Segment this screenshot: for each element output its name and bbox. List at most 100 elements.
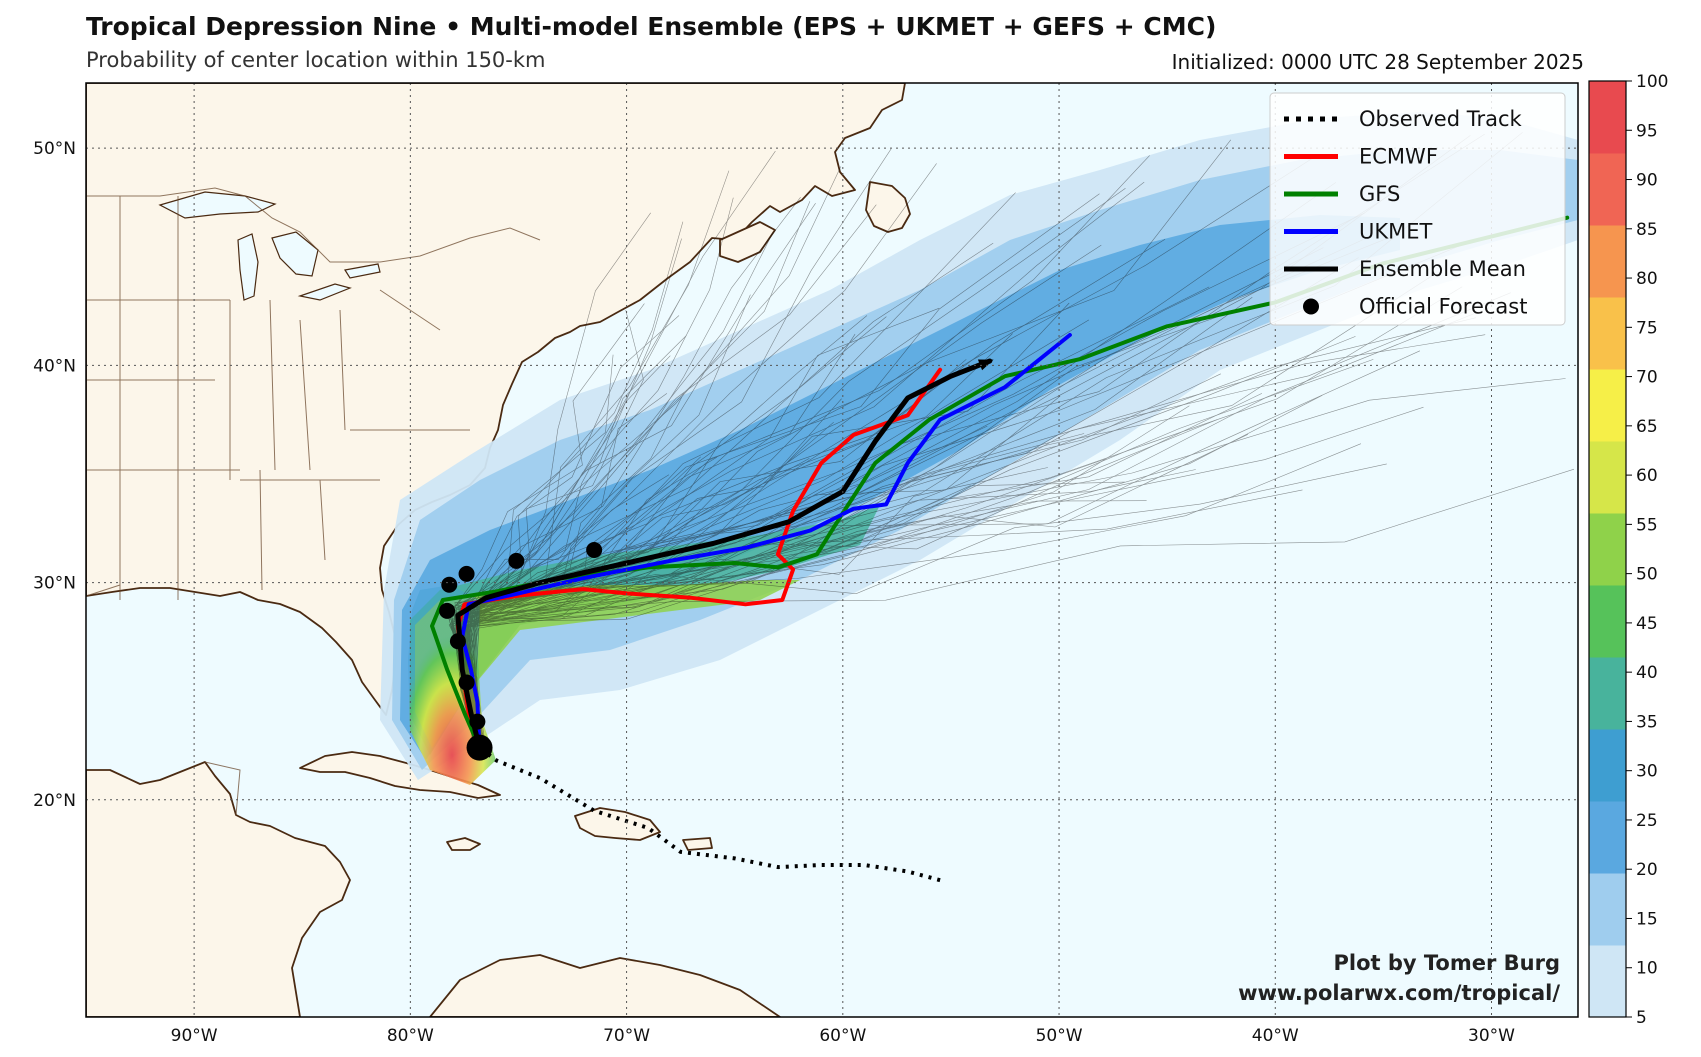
- colorbar-band: [1589, 153, 1626, 226]
- lake-ontario: [344, 263, 381, 279]
- lake-michigan: [237, 233, 259, 301]
- canada-us-border: [86, 187, 541, 263]
- lat-tick-label: 30°N: [33, 574, 76, 594]
- lake-superior: [158, 191, 277, 219]
- nova-scotia-land: [719, 221, 776, 263]
- colorbar-tick-label: 20: [1636, 860, 1658, 880]
- legend-entry: Official Forecast: [1303, 295, 1527, 319]
- colorbar-tick-label: 90: [1636, 171, 1658, 191]
- official-forecast-point: [586, 542, 603, 558]
- legend-label: GFS: [1359, 182, 1400, 206]
- colorbar-tick-label: 65: [1636, 417, 1658, 437]
- legend-label: Ensemble Mean: [1359, 257, 1526, 281]
- ensemble-member-track: [466, 405, 1190, 748]
- ensemble-mean-track-line: [455, 358, 993, 751]
- legend-entry: Ensemble Mean: [1284, 257, 1526, 281]
- cone-45pct: [415, 580, 800, 748]
- legend-label: Observed Track: [1359, 107, 1522, 131]
- state-borders: [86, 187, 541, 816]
- lon-tick-label: 40°W: [1252, 1026, 1299, 1046]
- colorbar-tick-label: 70: [1636, 368, 1658, 388]
- ensemble-member-track: [473, 150, 776, 748]
- official-forecast-point: [466, 734, 493, 761]
- lat-tick-label: 40°N: [33, 356, 76, 376]
- observed-track-line: [478, 746, 941, 883]
- ensemble-member-track: [469, 181, 1145, 748]
- lon-tick-label: 30°W: [1468, 1026, 1515, 1046]
- ensemble-member-track: [475, 310, 644, 748]
- ensemble-member-track: [458, 500, 1147, 748]
- colorbar-tick-label: 40: [1636, 663, 1658, 683]
- ensemble-member-track: [453, 166, 842, 748]
- map-content: [86, 83, 1578, 1017]
- ensemble-member-track: [464, 197, 801, 748]
- colorbar-tick-label: 15: [1636, 909, 1658, 929]
- legend-label: ECMWF: [1359, 145, 1438, 169]
- colorbar-band: [1589, 513, 1626, 586]
- ensemble-member-track: [461, 489, 1303, 748]
- legend-entry: ECMWF: [1284, 145, 1438, 169]
- lon-tick-label: 90°W: [171, 1026, 218, 1046]
- colorbar-band: [1589, 729, 1626, 802]
- gfs-track-line: [430, 215, 1570, 750]
- official-forecast-point: [458, 565, 475, 582]
- ensemble-member-track: [464, 239, 1364, 748]
- colorbar-tick-label: 5: [1636, 1008, 1647, 1028]
- hispaniola-land: [574, 807, 661, 841]
- ensemble-member-track: [468, 443, 1362, 748]
- legend-swatch: [1303, 298, 1319, 315]
- initialized-time: Initialized: 0000 UTC 28 September 2025: [1171, 50, 1584, 74]
- legend-box: [1269, 92, 1566, 326]
- lat-tick-label: 50°N: [33, 139, 76, 159]
- map-subtitle: Probability of center location within 15…: [86, 48, 546, 72]
- colorbar-band: [1589, 801, 1626, 874]
- great-lakes: [158, 191, 381, 301]
- legend: Observed Track ECMWF GFS UKMET Ensemble Mean…: [1269, 92, 1566, 326]
- longitude-labels: 90°W 80°W 70°W 60°W 50°W 40°W 30°W: [171, 1026, 1516, 1046]
- map-frame: [85, 82, 1579, 1018]
- ukmet-track-line: [460, 333, 1072, 750]
- south-america-land: [429, 954, 781, 1017]
- ensemble-member-track: [455, 398, 842, 748]
- colorbar-band: [1589, 369, 1626, 442]
- official-forecast-point: [439, 602, 456, 619]
- credit-line-2: www.polarwx.com/tropical/: [1238, 981, 1560, 1005]
- colorbar-tick-label: 25: [1636, 811, 1658, 831]
- lat-tick-label: 20°N: [33, 791, 76, 811]
- colorbar-band: [1589, 225, 1626, 298]
- ensemble-member-track: [457, 244, 1102, 748]
- colorbar-tick-label: 10: [1636, 959, 1658, 979]
- lake-huron: [271, 231, 319, 277]
- colorbar-tick-label: 75: [1636, 318, 1658, 338]
- official-forecast-point: [458, 674, 475, 691]
- puerto-rico-land: [682, 837, 713, 851]
- colorbar-band: [1589, 441, 1626, 514]
- colorbar-tick-label: 85: [1636, 220, 1658, 240]
- official-forecast-point: [441, 576, 458, 593]
- colorbar-band: [1589, 585, 1626, 658]
- colorbar-tick-label: 50: [1636, 565, 1658, 585]
- ensemble-member-track: [453, 481, 1125, 748]
- map-title: Tropical Depression Nine • Multi-model E…: [86, 12, 1217, 41]
- lon-tick-label: 60°W: [819, 1026, 866, 1046]
- ensemble-member-track: [462, 204, 877, 748]
- colorbar-tick-label: 60: [1636, 466, 1658, 486]
- colorbar-tick-label: 30: [1636, 762, 1658, 782]
- official-forecast-point: [449, 633, 466, 650]
- credit-line-1: Plot by Tomer Burg: [1334, 951, 1561, 975]
- cuba-land: [299, 751, 501, 799]
- legend-entry: Observed Track: [1284, 107, 1522, 131]
- jamaica-land: [446, 837, 481, 851]
- ensemble-member-track: [458, 238, 682, 748]
- colorbar-tick-label: 95: [1636, 121, 1658, 141]
- yucatan-central-america-land: [86, 761, 351, 1017]
- ensemble-member-track: [451, 155, 1317, 748]
- ensemble-member-track: [464, 354, 614, 748]
- official-forecast-point: [508, 552, 525, 569]
- ensemble-member-track: [449, 433, 1085, 748]
- ensemble-member-track: [466, 373, 1221, 748]
- latitude-labels: 20°N 30°N 40°N 50°N: [33, 139, 76, 811]
- official-forecast-points: [439, 542, 603, 761]
- colorbar-tick-label: 45: [1636, 614, 1658, 634]
